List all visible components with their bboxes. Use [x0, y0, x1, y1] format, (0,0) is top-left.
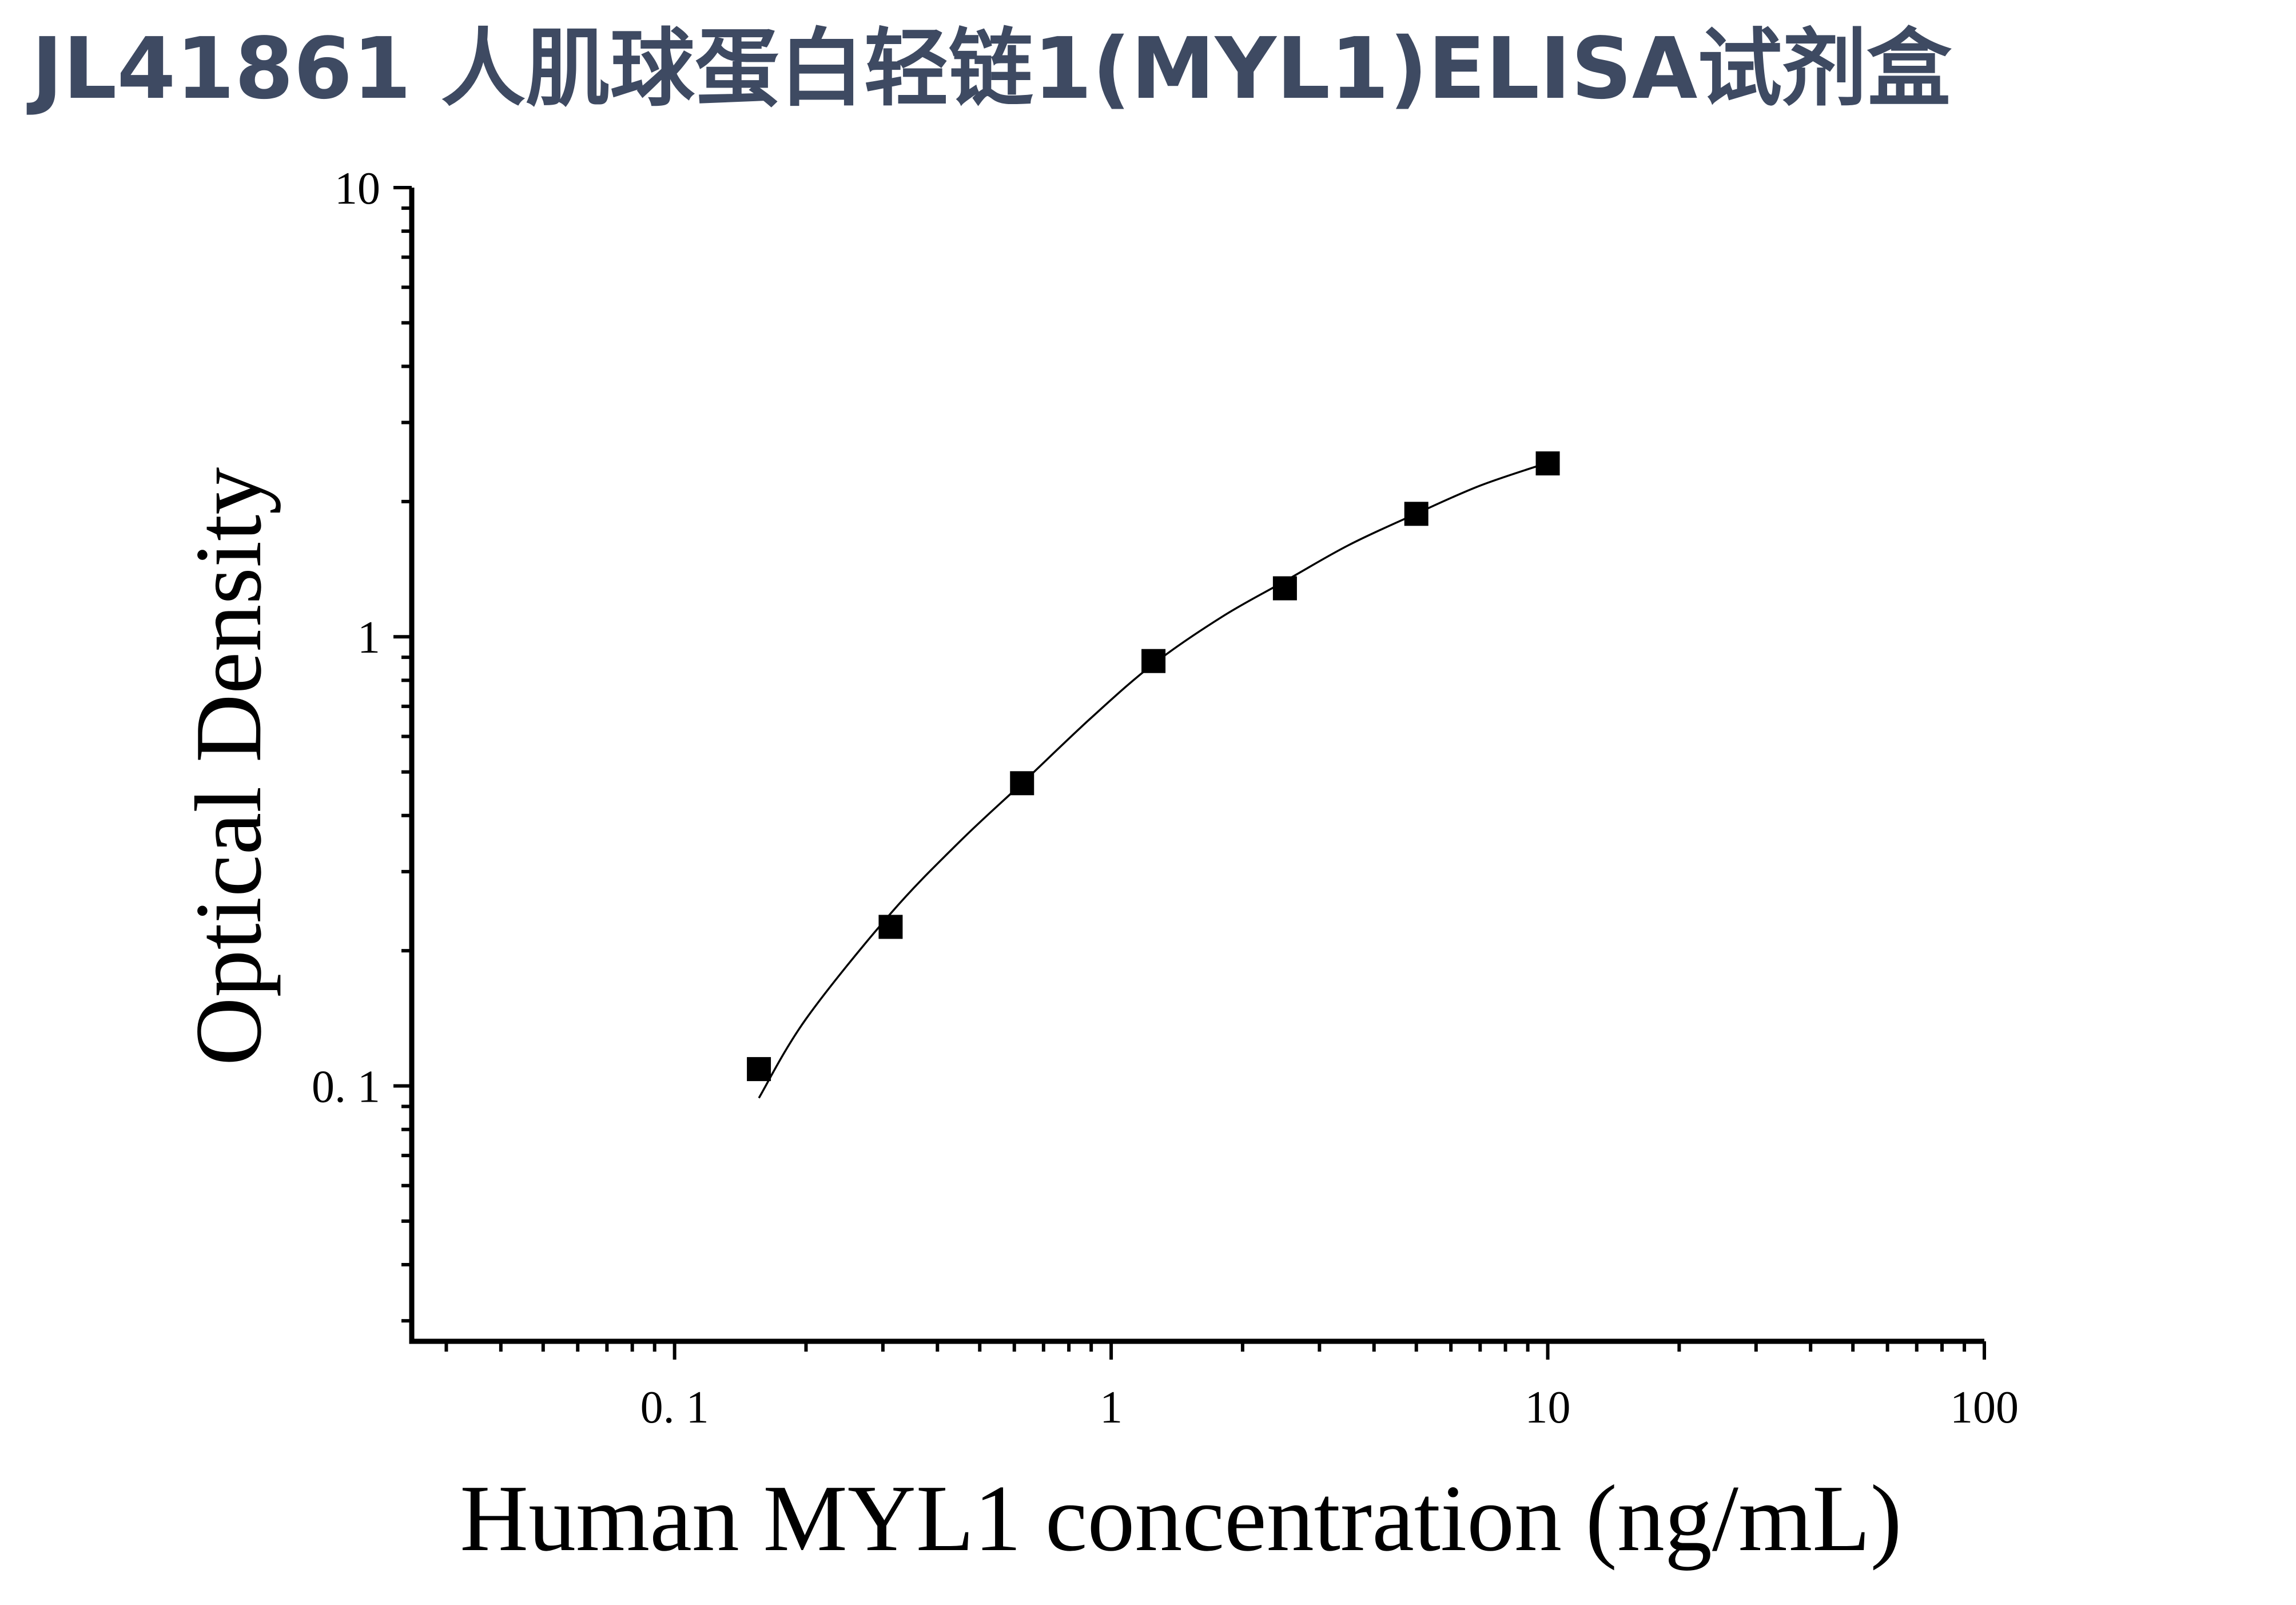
data-point — [747, 1057, 771, 1082]
page-title: JL41861 人肌球蛋白轻链1(MYL1)ELISA试剂盒 — [31, 19, 1952, 118]
fit-curve-group — [758, 462, 1549, 1099]
data-points — [747, 451, 1560, 1082]
x-axis-title: Human MYL1 concentration (ng/mL) — [460, 1465, 1902, 1571]
x-tick-label: 10 — [1525, 1382, 1571, 1433]
x-tick-label: 1 — [1100, 1382, 1123, 1433]
axis-titles: Human MYL1 concentration (ng/mL) Optical … — [176, 467, 1902, 1571]
chart-tick-labels: 0. 1 1 10 100 0. 1 1 10 — [312, 164, 2019, 1433]
x-tick-label: 100 — [1950, 1382, 2019, 1433]
fit-curve — [758, 462, 1549, 1099]
y-tick-label: 1 — [357, 613, 380, 663]
y-tick-label: 0. 1 — [312, 1062, 380, 1112]
data-point — [1010, 771, 1034, 796]
data-point — [878, 915, 903, 939]
y-tick-label: 10 — [335, 164, 380, 214]
axis-frame — [409, 188, 1984, 1344]
chart-ticks — [393, 186, 1986, 1360]
data-point — [1404, 502, 1428, 526]
data-point — [1535, 451, 1560, 476]
data-point — [1272, 576, 1297, 601]
data-point — [1141, 649, 1166, 673]
x-tick-label: 0. 1 — [640, 1382, 709, 1433]
chart-axes — [409, 188, 1984, 1344]
y-axis-title: Optical Density — [176, 467, 281, 1066]
